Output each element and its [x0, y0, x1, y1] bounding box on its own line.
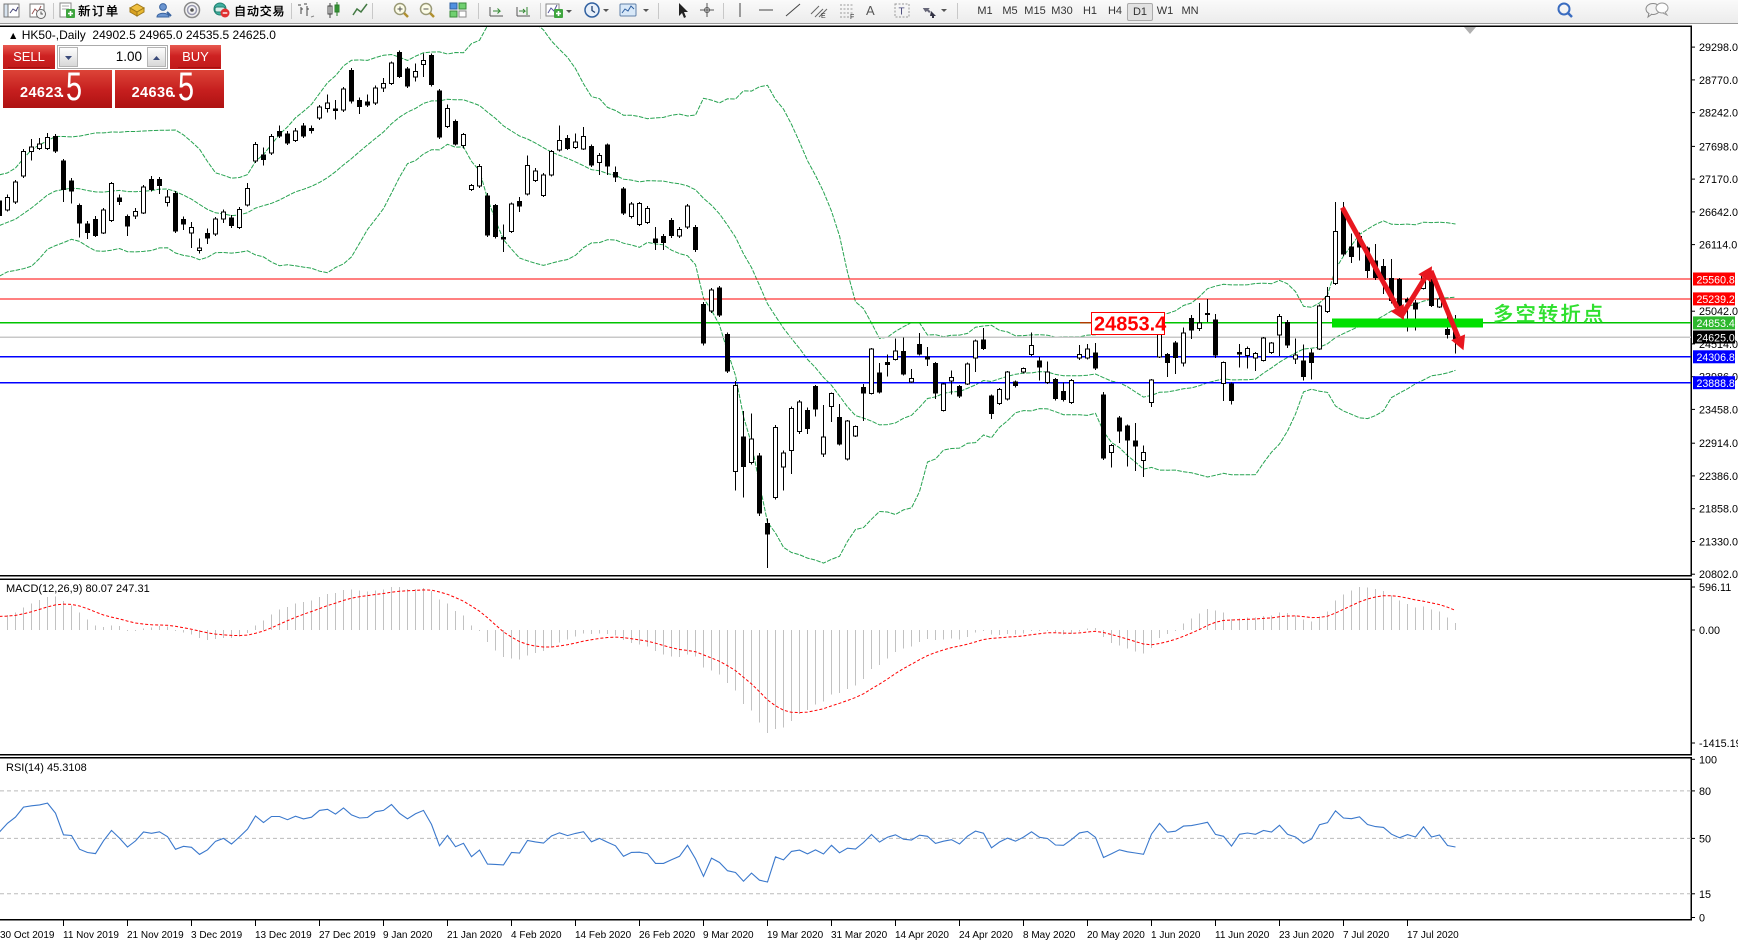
svg-text:A: A	[866, 3, 875, 18]
svg-text:23 Jun 2020: 23 Jun 2020	[1279, 930, 1334, 941]
svg-text:20 May 2020: 20 May 2020	[1087, 930, 1145, 941]
svg-text:25239.2: 25239.2	[1697, 294, 1735, 306]
svg-text:15: 15	[1699, 889, 1711, 901]
svg-text:28242.0: 28242.0	[1699, 108, 1738, 120]
svg-text:8 May 2020: 8 May 2020	[1023, 930, 1076, 941]
svg-text:F: F	[850, 14, 854, 21]
svg-text:9 Jan 2020: 9 Jan 2020	[383, 930, 433, 941]
svg-text:596.11: 596.11	[1699, 582, 1731, 594]
svg-text:7 Jul 2020: 7 Jul 2020	[1343, 930, 1390, 941]
svg-text:21 Jan 2020: 21 Jan 2020	[447, 930, 502, 941]
svg-text:24306.8: 24306.8	[1697, 352, 1735, 364]
svg-text:E: E	[821, 13, 826, 20]
svg-text:25560.8: 25560.8	[1697, 274, 1735, 286]
svg-text:11 Jun 2020: 11 Jun 2020	[1215, 930, 1270, 941]
svg-text:T: T	[899, 7, 905, 18]
svg-text:100: 100	[1699, 754, 1717, 766]
svg-text:26 Feb 2020: 26 Feb 2020	[639, 930, 696, 941]
svg-text:1 Jun 2020: 1 Jun 2020	[1151, 930, 1201, 941]
svg-text:14 Apr 2020: 14 Apr 2020	[895, 930, 949, 941]
svg-text:0.00: 0.00	[1699, 625, 1720, 637]
svg-text:23888.8: 23888.8	[1697, 378, 1735, 390]
svg-text:20802.0: 20802.0	[1699, 569, 1738, 581]
svg-text:31 Mar 2020: 31 Mar 2020	[831, 930, 888, 941]
svg-text:22386.0: 22386.0	[1699, 471, 1738, 483]
svg-text:28770.0: 28770.0	[1699, 75, 1738, 87]
svg-text:24 Apr 2020: 24 Apr 2020	[959, 930, 1013, 941]
svg-text:27170.0: 27170.0	[1699, 174, 1738, 186]
svg-text:30 Oct 2019: 30 Oct 2019	[0, 930, 55, 941]
svg-text:29298.0: 29298.0	[1699, 42, 1738, 54]
svg-text:9 Mar 2020: 9 Mar 2020	[703, 930, 754, 941]
svg-text:22914.0: 22914.0	[1699, 438, 1738, 450]
svg-text:3 Dec 2019: 3 Dec 2019	[191, 930, 243, 941]
svg-text:80: 80	[1699, 786, 1711, 798]
svg-text:24853.4: 24853.4	[1697, 318, 1735, 330]
svg-text:21330.0: 21330.0	[1699, 537, 1738, 549]
svg-text:21 Nov 2019: 21 Nov 2019	[127, 930, 184, 941]
svg-text:17 Jul 2020: 17 Jul 2020	[1407, 930, 1459, 941]
svg-text:25042.0: 25042.0	[1699, 306, 1738, 318]
svg-text:26642.0: 26642.0	[1699, 207, 1738, 219]
svg-text:21858.0: 21858.0	[1699, 504, 1738, 516]
svg-text:23458.0: 23458.0	[1699, 404, 1738, 416]
svg-text:19 Mar 2020: 19 Mar 2020	[767, 930, 824, 941]
svg-text:26114.0: 26114.0	[1699, 240, 1737, 252]
svg-text:0: 0	[1699, 913, 1705, 925]
svg-text:14 Feb 2020: 14 Feb 2020	[575, 930, 632, 941]
svg-text:27698.0: 27698.0	[1699, 141, 1738, 153]
svg-text:4 Feb 2020: 4 Feb 2020	[511, 930, 562, 941]
svg-text:50: 50	[1699, 833, 1711, 845]
svg-text:24853.4: 24853.4	[1094, 314, 1167, 336]
svg-text:11 Nov 2019: 11 Nov 2019	[63, 930, 119, 941]
svg-text:-1415.19: -1415.19	[1699, 738, 1738, 750]
svg-text:13 Dec 2019: 13 Dec 2019	[255, 930, 312, 941]
svg-text:27 Dec 2019: 27 Dec 2019	[319, 930, 376, 941]
svg-text:24625.0: 24625.0	[1697, 332, 1735, 344]
